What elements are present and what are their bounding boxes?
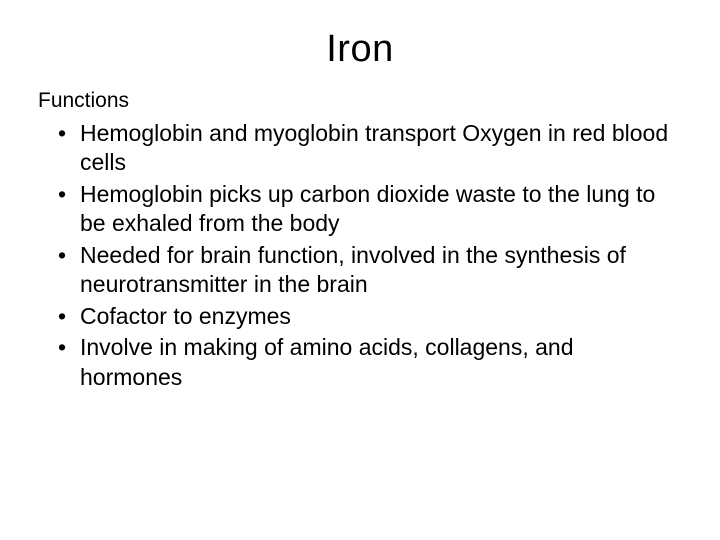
slide-title: Iron: [38, 28, 682, 71]
slide-subtitle: Functions: [38, 89, 682, 113]
list-item: Hemoglobin picks up carbon dioxide waste…: [58, 180, 682, 239]
list-item: Cofactor to enzymes: [58, 302, 682, 331]
list-item: Needed for brain function, involved in t…: [58, 241, 682, 300]
bullet-list: Hemoglobin and myoglobin transport Oxyge…: [38, 119, 682, 392]
list-item: Hemoglobin and myoglobin transport Oxyge…: [58, 119, 682, 178]
list-item: Involve in making of amino acids, collag…: [58, 333, 682, 392]
slide: Iron Functions Hemoglobin and myoglobin …: [0, 0, 720, 540]
